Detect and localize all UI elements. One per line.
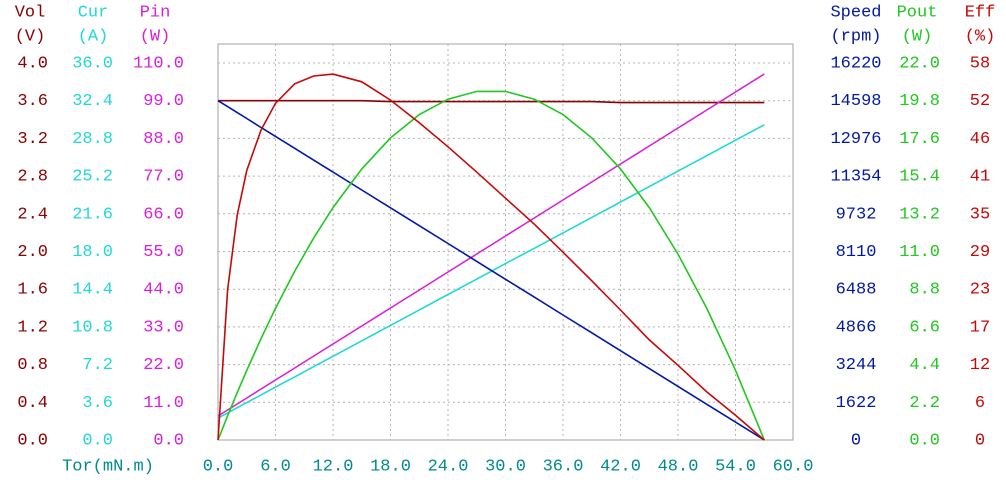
y-tick-label: 10.8: [72, 318, 113, 337]
y-tick-label: 12: [970, 356, 990, 375]
axis-header: Pout: [897, 3, 938, 22]
y-tick-label: 77.0: [143, 168, 184, 187]
x-tick-label: 30.0: [485, 457, 526, 476]
y-tick-label: 1.6: [17, 281, 48, 300]
y-tick-label: 1.2: [17, 318, 48, 337]
axis-unit: (rpm): [830, 27, 881, 46]
axis-header: Speed: [830, 3, 881, 22]
y-tick-label: 0.4: [17, 394, 48, 413]
x-tick-label: 54.0: [715, 457, 756, 476]
series-line: [217, 73, 765, 417]
y-tick-label: 18.0: [72, 243, 113, 262]
axis-header: Eff: [965, 3, 996, 22]
axis-unit: (V): [15, 27, 46, 46]
y-tick-label: 110.0: [133, 54, 184, 73]
y-tick-label: 58: [970, 54, 990, 73]
y-tick-label: 3.2: [17, 130, 48, 149]
y-tick-label: 0.0: [153, 431, 184, 450]
series-line: [217, 90, 766, 441]
y-tick-label: 22.0: [143, 356, 184, 375]
y-tick-label: 25.2: [72, 168, 113, 187]
y-tick-label: 2.4: [17, 205, 48, 224]
x-tick-label: 60.0: [773, 457, 814, 476]
y-tick-label: 29: [970, 243, 990, 262]
y-tick-label: 4.4: [909, 356, 940, 375]
y-tick-label: 32.4: [72, 92, 113, 111]
y-tick-label: 0.0: [82, 431, 113, 450]
y-tick-label: 44.0: [143, 281, 184, 300]
axis-unit: (W): [902, 27, 933, 46]
y-tick-label: 17.6: [899, 130, 940, 149]
y-tick-label: 41: [970, 168, 990, 187]
y-tick-label: 7.2: [82, 356, 113, 375]
axis-header: Cur: [78, 3, 109, 22]
y-tick-label: 23: [970, 281, 990, 300]
y-tick-label: 3244: [836, 356, 877, 375]
y-tick-label: 8.8: [909, 281, 940, 300]
y-tick-label: 15.4: [899, 168, 940, 187]
x-tick-label: 42.0: [600, 457, 641, 476]
y-tick-label: 4866: [836, 318, 877, 337]
y-tick-label: 11.0: [899, 243, 940, 262]
y-tick-label: 8110: [836, 243, 877, 262]
y-tick-label: 13.2: [899, 205, 940, 224]
series-line: [217, 100, 765, 441]
y-tick-label: 11.0: [143, 394, 184, 413]
axis-header: Vol: [15, 3, 46, 22]
y-tick-label: 33.0: [143, 318, 184, 337]
y-tick-label: 55.0: [143, 243, 184, 262]
x-tick-label: 24.0: [428, 457, 469, 476]
y-tick-label: 3.6: [17, 92, 48, 111]
y-tick-label: 0: [975, 431, 985, 450]
y-tick-label: 6: [975, 394, 985, 413]
x-tick-label: 0.0: [203, 457, 234, 476]
y-tick-label: 6.6: [909, 318, 940, 337]
y-tick-label: 11354: [830, 168, 881, 187]
series-line: [218, 99, 765, 104]
y-tick-label: 9732: [836, 205, 877, 224]
y-tick-label: 17: [970, 318, 990, 337]
x-tick-label: 6.0: [260, 457, 291, 476]
series-line: [217, 73, 765, 441]
y-tick-label: 28.8: [72, 130, 113, 149]
y-tick-label: 2.8: [17, 168, 48, 187]
x-axis-label: Tor(mN.m): [62, 457, 154, 476]
y-tick-label: 66.0: [143, 205, 184, 224]
y-tick-label: 12976: [830, 130, 881, 149]
y-tick-label: 14598: [830, 92, 881, 111]
y-tick-label: 46: [970, 130, 990, 149]
y-tick-label: 0.8: [17, 356, 48, 375]
series-line: [217, 124, 765, 419]
y-tick-label: 21.6: [72, 205, 113, 224]
y-tick-label: 14.4: [72, 281, 113, 300]
y-tick-label: 0: [851, 431, 861, 450]
axis-unit: (W): [140, 27, 171, 46]
y-tick-label: 0.0: [909, 431, 940, 450]
y-tick-label: 99.0: [143, 92, 184, 111]
y-tick-label: 2.2: [909, 394, 940, 413]
y-tick-label: 19.8: [899, 92, 940, 111]
y-tick-label: 6488: [836, 281, 877, 300]
y-tick-label: 35: [970, 205, 990, 224]
y-tick-label: 0.0: [17, 431, 48, 450]
y-tick-label: 3.6: [82, 394, 113, 413]
axis-header: Pin: [140, 3, 171, 22]
x-tick-label: 18.0: [370, 457, 411, 476]
y-tick-label: 36.0: [72, 54, 113, 73]
axis-unit: (%): [965, 27, 996, 46]
x-tick-label: 12.0: [313, 457, 354, 476]
y-tick-label: 4.0: [17, 54, 48, 73]
x-tick-label: 48.0: [658, 457, 699, 476]
y-tick-label: 16220: [830, 54, 881, 73]
y-tick-label: 2.0: [17, 243, 48, 262]
y-tick-label: 1622: [836, 394, 877, 413]
y-tick-label: 52: [970, 92, 990, 111]
x-tick-label: 36.0: [543, 457, 584, 476]
axis-unit: (A): [78, 27, 109, 46]
y-tick-label: 88.0: [143, 130, 184, 149]
y-tick-label: 22.0: [899, 54, 940, 73]
